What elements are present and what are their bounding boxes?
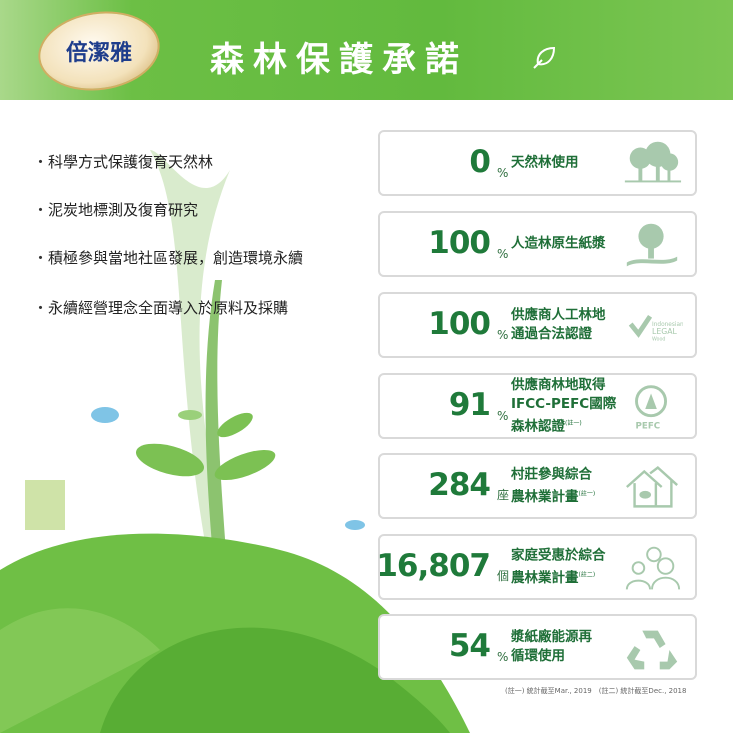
list-item: 科學方式保護復育天然林 [33,150,303,198]
header-banner: 倍潔雅 森林保護承諾 [0,0,733,100]
stat-note: (註一) [578,490,596,498]
stat-label: 家庭受惠於綜合 農林業計畫(註二) [511,547,606,586]
pefc-icon: PEFC [635,385,668,431]
footnote: (註一) 統計截至Mar., 2019 (註二) 統計截至Dec., 2018 [505,687,687,695]
stat-card: 100% 供應商人工林地 通過合法認證 Indonesian LEGAL Wood [378,292,697,358]
stat-unit: % [497,328,509,342]
stat-label: 村莊參與綜合 農林業計畫(註一) [511,466,596,505]
stat-value: 91 [448,387,491,423]
stat-value: 16,807 [376,548,491,584]
list-item: 泥炭地標測及復育研究 [33,198,303,246]
stat-label: 供應商林地取得 IFCC-PEFC國際 森林認證(註一) [511,376,617,435]
stat-note: (註二) [578,571,596,579]
stat-card: 54% 漿紙廠能源再 循環使用 [378,614,697,680]
commitment-list: 科學方式保護復育天然林 泥炭地標測及復育研究 積極參與當地社區發展，創造環境永續… [33,150,303,344]
stat-card: 91% 供應商林地取得 IFCC-PEFC國際 森林認證(註一) PEFC [378,373,697,439]
stat-value: 100 [428,306,491,342]
svg-text:Wood: Wood [652,337,665,343]
stat-card: 16,807 個家庭受惠於綜合 農林業計畫(註二) [376,534,697,600]
tree-icon [626,223,678,267]
trees-icon [624,141,682,183]
brand-logo: 倍潔雅 [35,6,163,96]
stat-card: 284 座村莊參與綜合 農林業計畫(註一) [378,453,697,519]
stat-card: 100% 人造林原生紙漿 [378,211,697,277]
recycle-icon [626,630,678,670]
stat-value: 54 [448,628,491,664]
stat-unit: 個 [497,569,510,583]
stat-label: 供應商人工林地 通過合法認證 [511,307,606,342]
stat-value: 284 [428,467,491,503]
stat-unit: % [497,247,509,261]
stat-card: 0% 天然林使用 [378,130,697,196]
leaf-icon [533,46,556,69]
list-item: 積極參與當地社區發展，創造環境永續 [33,246,303,296]
stat-label: 天然林使用 [511,154,579,171]
house-leaf-icon [626,466,678,508]
stat-unit: 座 [497,488,510,502]
stat-note: (註一) [565,419,582,427]
stat-label: 人造林原生紙漿 [511,235,606,252]
page-title: 森林保護承諾 [210,40,468,80]
stat-label: 漿紙廠能源再 循環使用 [511,629,592,664]
nature-illustration [0,150,470,733]
list-item: 永續經營理念全面導入於原料及採購 [33,296,303,344]
family-icon [625,546,681,590]
stat-value: 100 [428,225,491,261]
stat-value: 0 [469,144,491,180]
svg-text:Indonesian: Indonesian [652,322,683,328]
stat-unit: % [497,409,509,423]
svg-text:PEFC: PEFC [636,421,661,431]
stat-unit: % [497,650,509,664]
svg-text:LEGAL: LEGAL [652,327,678,336]
stat-unit: % [497,166,509,180]
